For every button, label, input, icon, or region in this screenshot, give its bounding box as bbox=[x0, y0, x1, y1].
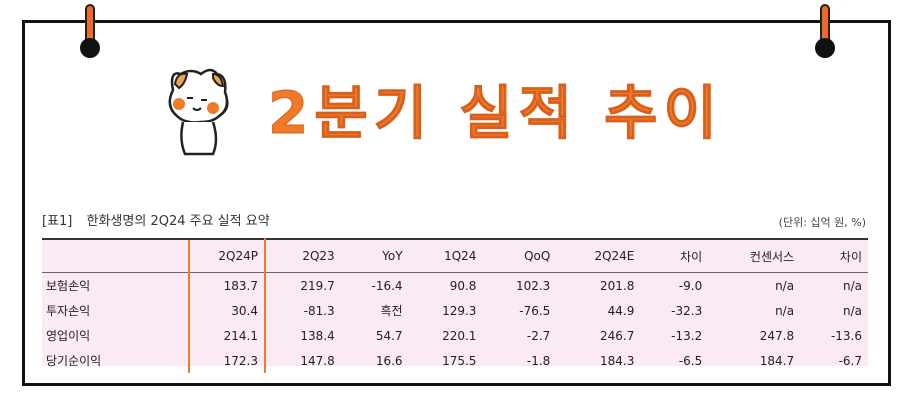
table-cell: 175.5 bbox=[442, 353, 477, 368]
table-cell: n/a bbox=[775, 278, 795, 293]
table-cell: -16.4 bbox=[371, 278, 403, 293]
table-caption: [표1] 한화생명의 2Q24 주요 실적 요약 bbox=[42, 210, 270, 229]
table-row: 당기순이익 172.3 147.8 16.6 175.5 -1.8 184.3 … bbox=[42, 348, 868, 373]
column-header: QoQ bbox=[482, 238, 557, 273]
table-row: 보험손익 183.7 219.7 -16.4 90.8 102.3 201.8 … bbox=[42, 272, 868, 298]
table-cell: n/a bbox=[775, 303, 795, 318]
column-header: 차이 bbox=[800, 238, 868, 273]
column-header: 2Q23 bbox=[265, 238, 341, 273]
table-cell: 172.3 bbox=[188, 348, 266, 373]
table-header-row: 2Q24P 2Q23 YoY 1Q24 QoQ 2Q24E 차이 컨센서스 차이 bbox=[42, 238, 868, 273]
column-header: YoY bbox=[340, 238, 409, 273]
table-cell: n/a bbox=[842, 303, 862, 318]
table-cell: 44.9 bbox=[607, 303, 635, 318]
table-cell: -6.5 bbox=[678, 353, 703, 368]
column-header: 2Q24E bbox=[556, 238, 641, 273]
table-cell: -2.7 bbox=[526, 328, 551, 343]
table-caption-text: 한화생명의 2Q24 주요 실적 요약 bbox=[86, 214, 270, 229]
table-cell: -6.7 bbox=[838, 353, 862, 368]
row-label: 영업이익 bbox=[46, 329, 91, 343]
table-cell: 147.8 bbox=[300, 353, 335, 368]
table-cell: n/a bbox=[842, 278, 862, 293]
summary-table: 2Q24P 2Q23 YoY 1Q24 QoQ 2Q24E 차이 컨센서스 차이… bbox=[42, 238, 868, 373]
row-label: 당기순이익 bbox=[46, 354, 102, 368]
summary-table-section: [표1] 한화생명의 2Q24 주요 실적 요약 (단위: 십억 원, %) 2… bbox=[36, 208, 872, 373]
table-body-wrap: 2Q24P 2Q23 YoY 1Q24 QoQ 2Q24E 차이 컨센서스 차이… bbox=[42, 238, 868, 373]
table-row: 투자손익 30.4 -81.3 흑전 129.3 -76.5 44.9 -32.… bbox=[42, 298, 868, 323]
table-cell: 184.3 bbox=[600, 353, 635, 368]
table-cell: 183.7 bbox=[188, 272, 266, 298]
row-label: 보험손익 bbox=[46, 279, 91, 293]
column-header: 1Q24 bbox=[408, 238, 483, 273]
table-cell: 30.4 bbox=[188, 298, 266, 323]
pin-icon-right bbox=[815, 4, 835, 64]
row-label: 투자손익 bbox=[46, 304, 91, 318]
table-cell: 214.1 bbox=[188, 323, 266, 348]
table-cell: 16.6 bbox=[375, 353, 403, 368]
table-cell: -13.6 bbox=[830, 328, 862, 343]
table-cell: 201.8 bbox=[600, 278, 635, 293]
table-caption-tag: [표1] bbox=[42, 214, 73, 229]
table-cell: 246.7 bbox=[600, 328, 635, 343]
column-header: 차이 bbox=[640, 238, 709, 273]
table-cell: 220.1 bbox=[442, 328, 477, 343]
column-header: 2Q24P bbox=[188, 238, 266, 273]
page-title: 2분기 실적 추이 bbox=[268, 79, 723, 148]
table-cell: 247.8 bbox=[759, 328, 795, 343]
table-cell: 138.4 bbox=[300, 328, 335, 343]
table-cell: 54.7 bbox=[375, 328, 403, 343]
table-cell: 흑전 bbox=[380, 304, 403, 318]
table-unit: (단위: 십억 원, %) bbox=[778, 216, 866, 229]
table-cell: 102.3 bbox=[515, 278, 551, 293]
table-cell: -9.0 bbox=[678, 278, 703, 293]
table-cell: 90.8 bbox=[449, 278, 477, 293]
table-cell: -76.5 bbox=[519, 303, 551, 318]
table-cell: 129.3 bbox=[442, 303, 477, 318]
table-cell: -13.2 bbox=[671, 328, 703, 343]
table-row: 영업이익 214.1 138.4 54.7 220.1 -2.7 246.7 -… bbox=[42, 323, 868, 348]
table-cell: -32.3 bbox=[671, 303, 703, 318]
pin-icon-left bbox=[80, 4, 100, 64]
column-header bbox=[42, 238, 189, 273]
column-header: 컨센서스 bbox=[708, 238, 801, 273]
cat-mascot-icon bbox=[168, 68, 229, 156]
table-cell: -81.3 bbox=[303, 303, 335, 318]
table-cell: 219.7 bbox=[300, 278, 335, 293]
table-cell: 184.7 bbox=[759, 353, 795, 368]
table-cell: -1.8 bbox=[526, 353, 551, 368]
